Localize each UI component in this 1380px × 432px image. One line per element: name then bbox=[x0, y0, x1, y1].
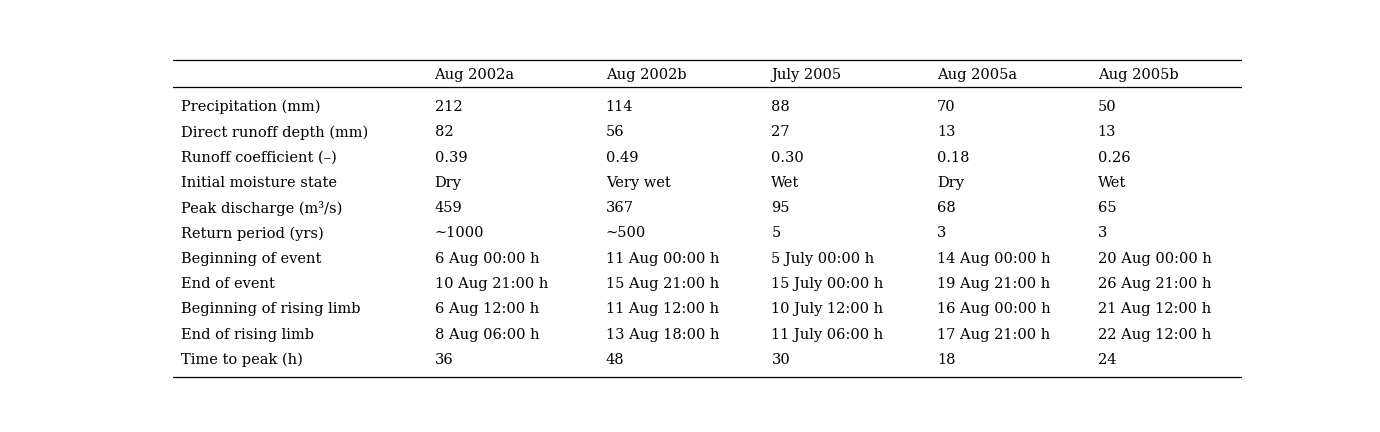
Text: Direct runoff depth (mm): Direct runoff depth (mm) bbox=[181, 125, 368, 140]
Text: 212: 212 bbox=[435, 100, 462, 114]
Text: 367: 367 bbox=[606, 201, 633, 215]
Text: 10 July 12:00 h: 10 July 12:00 h bbox=[771, 302, 883, 316]
Text: 70: 70 bbox=[937, 100, 956, 114]
Text: 13: 13 bbox=[937, 125, 956, 140]
Text: Beginning of event: Beginning of event bbox=[181, 252, 322, 266]
Text: 6 Aug 12:00 h: 6 Aug 12:00 h bbox=[435, 302, 538, 316]
Text: 14 Aug 00:00 h: 14 Aug 00:00 h bbox=[937, 252, 1050, 266]
Text: 114: 114 bbox=[606, 100, 633, 114]
Text: Peak discharge (m³/s): Peak discharge (m³/s) bbox=[181, 201, 342, 216]
Text: 6 Aug 00:00 h: 6 Aug 00:00 h bbox=[435, 252, 540, 266]
Text: ∼1000: ∼1000 bbox=[435, 226, 484, 241]
Text: End of rising limb: End of rising limb bbox=[181, 327, 315, 342]
Text: Wet: Wet bbox=[1097, 176, 1126, 190]
Text: 8 Aug 06:00 h: 8 Aug 06:00 h bbox=[435, 327, 540, 342]
Text: 50: 50 bbox=[1097, 100, 1116, 114]
Text: 16 Aug 00:00 h: 16 Aug 00:00 h bbox=[937, 302, 1052, 316]
Text: 5 July 00:00 h: 5 July 00:00 h bbox=[771, 252, 875, 266]
Text: 24: 24 bbox=[1097, 353, 1116, 367]
Text: Beginning of rising limb: Beginning of rising limb bbox=[181, 302, 360, 316]
Text: 0.26: 0.26 bbox=[1097, 151, 1130, 165]
Text: 0.18: 0.18 bbox=[937, 151, 970, 165]
Text: 5: 5 bbox=[771, 226, 781, 241]
Text: 26 Aug 21:00 h: 26 Aug 21:00 h bbox=[1097, 277, 1212, 291]
Text: Time to peak (h): Time to peak (h) bbox=[181, 353, 304, 367]
Text: End of event: End of event bbox=[181, 277, 275, 291]
Text: 459: 459 bbox=[435, 201, 462, 215]
Text: 17 Aug 21:00 h: 17 Aug 21:00 h bbox=[937, 327, 1050, 342]
Text: 56: 56 bbox=[606, 125, 624, 140]
Text: 22 Aug 12:00 h: 22 Aug 12:00 h bbox=[1097, 327, 1212, 342]
Text: July 2005: July 2005 bbox=[771, 68, 842, 82]
Text: 36: 36 bbox=[435, 353, 453, 367]
Text: 13 Aug 18:00 h: 13 Aug 18:00 h bbox=[606, 327, 719, 342]
Text: 3: 3 bbox=[937, 226, 947, 241]
Text: 19 Aug 21:00 h: 19 Aug 21:00 h bbox=[937, 277, 1050, 291]
Text: 18: 18 bbox=[937, 353, 956, 367]
Text: 48: 48 bbox=[606, 353, 624, 367]
Text: Dry: Dry bbox=[435, 176, 461, 190]
Text: 0.30: 0.30 bbox=[771, 151, 805, 165]
Text: 65: 65 bbox=[1097, 201, 1116, 215]
Text: Aug 2002b: Aug 2002b bbox=[606, 68, 686, 82]
Text: 68: 68 bbox=[937, 201, 956, 215]
Text: 13: 13 bbox=[1097, 125, 1116, 140]
Text: 11 Aug 12:00 h: 11 Aug 12:00 h bbox=[606, 302, 719, 316]
Text: Return period (yrs): Return period (yrs) bbox=[181, 226, 324, 241]
Text: 82: 82 bbox=[435, 125, 453, 140]
Text: Very wet: Very wet bbox=[606, 176, 671, 190]
Text: 0.49: 0.49 bbox=[606, 151, 638, 165]
Text: 3: 3 bbox=[1097, 226, 1107, 241]
Text: Wet: Wet bbox=[771, 176, 799, 190]
Text: ∼500: ∼500 bbox=[606, 226, 646, 241]
Text: 20 Aug 00:00 h: 20 Aug 00:00 h bbox=[1097, 252, 1212, 266]
Text: 15 July 00:00 h: 15 July 00:00 h bbox=[771, 277, 883, 291]
Text: 11 July 06:00 h: 11 July 06:00 h bbox=[771, 327, 883, 342]
Text: 30: 30 bbox=[771, 353, 791, 367]
Text: Runoff coefficient (–): Runoff coefficient (–) bbox=[181, 151, 337, 165]
Text: 11 Aug 00:00 h: 11 Aug 00:00 h bbox=[606, 252, 719, 266]
Text: Initial moisture state: Initial moisture state bbox=[181, 176, 337, 190]
Text: Aug 2005b: Aug 2005b bbox=[1097, 68, 1179, 82]
Text: 10 Aug 21:00 h: 10 Aug 21:00 h bbox=[435, 277, 548, 291]
Text: Aug 2002a: Aug 2002a bbox=[435, 68, 515, 82]
Text: 88: 88 bbox=[771, 100, 791, 114]
Text: Precipitation (mm): Precipitation (mm) bbox=[181, 100, 320, 114]
Text: Aug 2005a: Aug 2005a bbox=[937, 68, 1017, 82]
Text: 15 Aug 21:00 h: 15 Aug 21:00 h bbox=[606, 277, 719, 291]
Text: Dry: Dry bbox=[937, 176, 965, 190]
Text: 21 Aug 12:00 h: 21 Aug 12:00 h bbox=[1097, 302, 1210, 316]
Text: 27: 27 bbox=[771, 125, 789, 140]
Text: 95: 95 bbox=[771, 201, 789, 215]
Text: 0.39: 0.39 bbox=[435, 151, 468, 165]
